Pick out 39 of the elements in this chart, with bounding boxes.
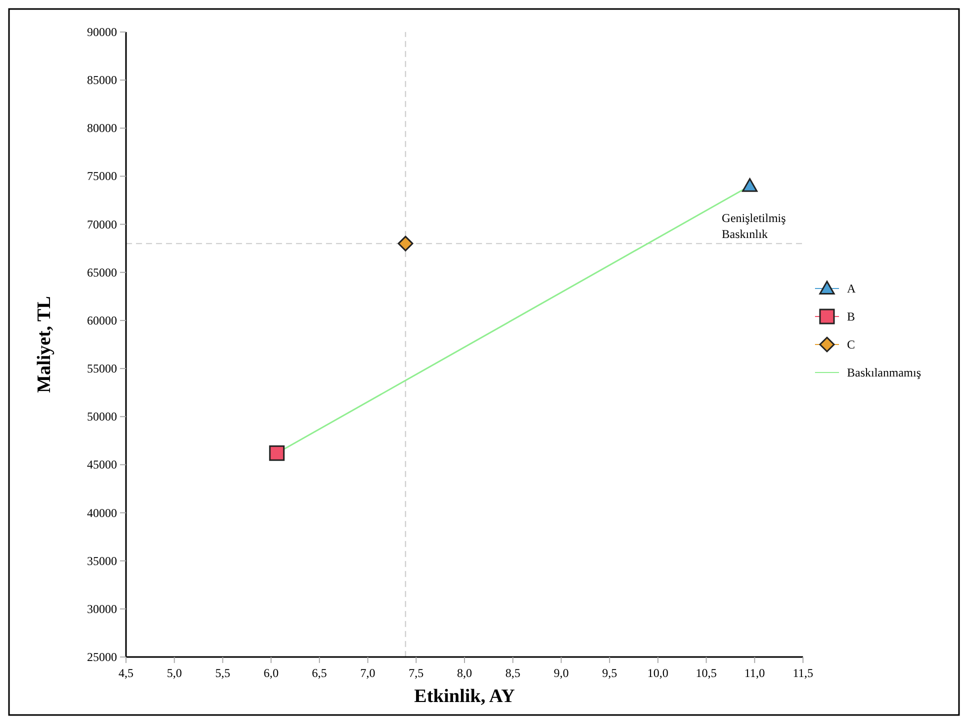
x-tick-label: 11,5 [792,666,814,680]
legend-label: C [847,338,856,352]
y-tick-label: 35000 [87,554,117,568]
x-tick-label: 8,5 [505,666,520,680]
y-tick-label: 45000 [87,458,117,472]
y-tick-label: 80000 [87,121,117,136]
legend-label: Baskılanmamış [847,366,922,380]
x-tick-label: 7,5 [408,666,424,680]
x-tick-label: 6,0 [264,666,279,680]
x-tick-label: 11,0 [744,666,765,680]
y-tick-label: 85000 [87,73,117,88]
x-tick-label: 4,5 [118,666,134,680]
x-tick-label: 6,5 [312,666,327,680]
point [269,445,285,461]
y-tick-label: 30000 [87,602,117,616]
y-tick-label: 75000 [87,169,117,184]
annotation: Genişletilmiş Baskınlık [722,210,786,241]
x-tick-label: 9,0 [554,666,569,680]
x-tick-label: 5,0 [166,666,182,680]
x-axis-title: Etkinlik, AY [414,686,516,707]
y-tick-label: 50000 [87,410,117,424]
x-tick-label: 10,0 [647,666,668,680]
x-tick-label: 8,0 [457,666,472,680]
x-tick-label: 10,5 [696,666,717,680]
y-tick-label: 90000 [87,25,117,39]
y-tick-label: 70000 [87,217,117,232]
x-tick-label: 5,5 [215,666,230,680]
y-tick-label: 25000 [87,650,117,664]
y-tick-label: 55000 [87,362,117,376]
point [742,178,758,192]
legend-label: B [847,310,856,324]
point [398,236,414,252]
x-tick-label: 7,0 [360,666,376,680]
y-axis-title: Maliyet, TL [34,296,55,393]
y-tick-label: 40000 [87,506,117,520]
x-tick-label: 9,5 [602,666,618,680]
legend-label: A [847,282,856,296]
y-tick-label: 60000 [87,313,117,328]
y-tick-label: 65000 [87,265,117,280]
